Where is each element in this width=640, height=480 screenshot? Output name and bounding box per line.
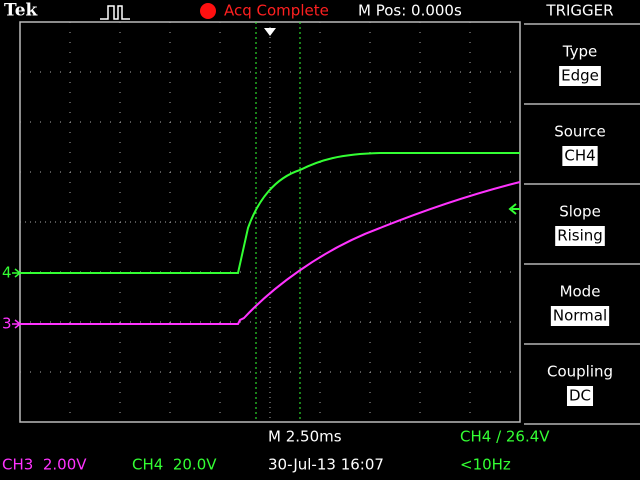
brand: Tek — [4, 1, 39, 21]
menu-button-bg — [526, 106, 638, 182]
menu-button[interactable]: Mode Normal — [526, 266, 638, 342]
menu-label: Coupling — [547, 363, 613, 381]
graticule — [19, 21, 521, 423]
trigger-position — [264, 28, 276, 36]
acq-dot — [200, 3, 216, 19]
datetime: 30-Jul-13 16:07 — [268, 456, 384, 474]
menu-label: Mode — [560, 283, 601, 301]
menu-label: Source — [554, 123, 606, 141]
menu-button-bg — [526, 186, 638, 262]
menu-value-box — [562, 146, 598, 166]
ch4-arrow — [12, 268, 22, 278]
trigger-readout: CH4 / 26.4V — [460, 428, 550, 446]
menu-value: Normal — [553, 307, 607, 325]
menu-button[interactable]: Type Edge — [526, 26, 638, 102]
trigger-icon — [100, 5, 130, 20]
menu-value-box — [555, 226, 605, 246]
menu-button-bg — [526, 26, 638, 102]
menu-button-bg — [526, 266, 638, 342]
menu-label: Type — [562, 43, 597, 61]
menu-button[interactable]: Coupling DC — [526, 346, 638, 422]
trigger-menu: TRIGGER Type Edge Source CH4 Slope Rising Mode… — [524, 0, 640, 480]
m-pos: M Pos: 0.000s — [358, 2, 462, 20]
ch4-marker: 4 — [2, 264, 12, 282]
acq-status: Acq Complete — [224, 2, 329, 20]
menu-value: Rising — [557, 227, 603, 245]
menu-button[interactable]: Source CH4 — [526, 106, 638, 182]
menu-value-box — [559, 66, 601, 86]
ch3-scale: CH3 2.00V — [2, 456, 87, 474]
frequency: <10Hz — [460, 456, 511, 474]
menu-value-box — [550, 306, 610, 326]
menu-value: CH4 — [564, 147, 595, 165]
menu-value: Edge — [561, 67, 599, 85]
trigger-level — [508, 203, 520, 215]
ch4-trace — [20, 152, 520, 274]
ch3-arrow — [12, 319, 22, 329]
timebase: M 2.50ms — [268, 428, 342, 446]
menu-value: DC — [569, 387, 591, 405]
menu-button[interactable]: Slope Rising — [526, 186, 638, 262]
ch3-marker: 3 — [2, 315, 12, 333]
menu-title: TRIGGER — [545, 2, 613, 20]
menu-label: Slope — [559, 203, 601, 221]
ch4-scale: CH4 20.0V — [132, 456, 217, 474]
ch3-trace — [20, 181, 521, 325]
menu-value-box — [566, 386, 594, 406]
menu-button-bg — [526, 346, 638, 422]
